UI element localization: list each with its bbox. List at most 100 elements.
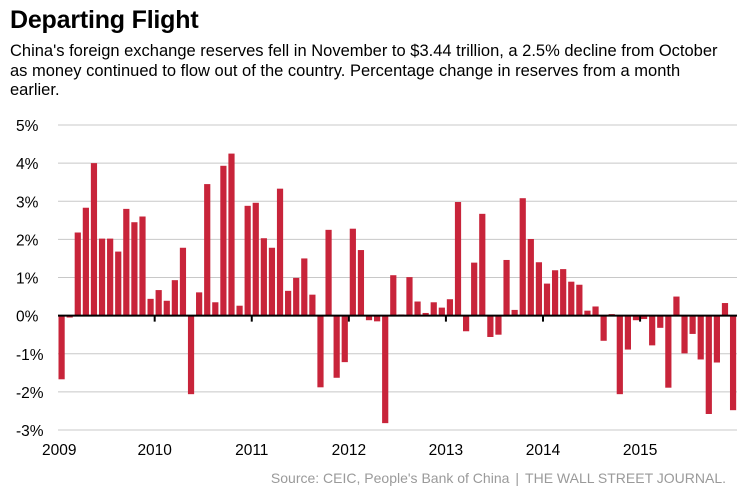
x-tick-label: 2010 (137, 442, 172, 459)
bar (260, 238, 267, 316)
bar (228, 153, 235, 316)
bar (147, 298, 154, 316)
x-tick-label: 2013 (429, 442, 463, 459)
bar (697, 315, 704, 360)
bar (471, 262, 478, 316)
bar (58, 315, 65, 380)
bar (382, 315, 389, 424)
y-tick-label: 1% (16, 271, 39, 288)
bar (82, 207, 89, 316)
bar (325, 229, 332, 316)
zero-axis (58, 314, 737, 322)
x-tick-label: 2012 (332, 442, 366, 459)
bar (236, 305, 243, 316)
bar (293, 277, 300, 316)
chart-subtitle: China's foreign exchange reserves fell i… (10, 42, 718, 99)
bar (285, 290, 292, 316)
source-note: Source: CEIC, People's Bank of China | THE… (271, 470, 726, 486)
y-tick-label: 5% (16, 118, 39, 135)
bar (665, 315, 672, 388)
bar (341, 315, 348, 363)
bar (729, 315, 737, 411)
y-tick-label: 4% (16, 156, 39, 173)
bar (317, 315, 324, 388)
bar (220, 165, 227, 316)
bar (171, 280, 178, 316)
bar (438, 307, 445, 316)
bar (463, 315, 470, 332)
bar (543, 283, 551, 316)
y-tick-label: -1% (16, 347, 44, 364)
bar (349, 228, 356, 316)
y-tick-label: 3% (16, 194, 39, 211)
bar (155, 290, 162, 316)
bar (252, 202, 259, 316)
bar (495, 315, 502, 335)
bar (90, 163, 98, 316)
bar (98, 238, 106, 316)
bar (657, 315, 664, 328)
bar (139, 216, 146, 316)
bar (131, 222, 138, 316)
bar (357, 250, 365, 316)
bar (430, 302, 437, 316)
bar (551, 270, 559, 316)
bar (454, 202, 462, 316)
x-tick-label: 2014 (526, 442, 561, 459)
bar (309, 294, 316, 316)
bar (163, 300, 170, 316)
bar (689, 315, 696, 334)
bar (713, 315, 720, 363)
bar (301, 258, 308, 316)
bar (276, 188, 284, 316)
bar (576, 284, 583, 316)
bar (196, 292, 203, 316)
y-axis-tick-labels: 5% 4% 3% 2% 1% 0% -1% -2% -3% (16, 118, 44, 440)
bar (204, 184, 211, 316)
bar (511, 309, 518, 316)
bar (244, 205, 251, 316)
bar (519, 198, 526, 316)
bar (115, 251, 122, 316)
bar (446, 299, 454, 316)
bar (414, 301, 421, 316)
y-tick-label: 2% (16, 232, 39, 249)
bar (365, 315, 373, 321)
bar (374, 315, 381, 322)
bar (422, 312, 429, 316)
bar (107, 238, 114, 316)
bar (632, 315, 640, 321)
bar (592, 306, 599, 316)
bar (673, 296, 680, 316)
x-tick-label: 2011 (235, 442, 268, 459)
bar (179, 247, 187, 316)
bar (479, 213, 486, 316)
bar (74, 232, 81, 316)
bar (681, 315, 688, 354)
bar (649, 315, 656, 346)
bar (721, 303, 729, 316)
bar (640, 315, 648, 320)
publisher-name: THE WALL STREET JOURNAL. (525, 470, 726, 486)
bar (600, 315, 607, 341)
bar (187, 315, 195, 395)
bar (123, 208, 130, 316)
bar (212, 302, 219, 316)
bar (624, 315, 631, 350)
chart-title: Departing Flight (10, 6, 199, 34)
gridlines (58, 124, 737, 431)
bar (705, 315, 712, 414)
bar (535, 262, 543, 316)
bar (268, 247, 276, 316)
y-tick-label: -2% (16, 385, 44, 402)
bar (527, 238, 534, 316)
bar (503, 259, 510, 316)
x-tick-label: 2015 (623, 442, 657, 459)
bar (406, 277, 413, 316)
source-text: Source: CEIC, People's Bank of China (270, 470, 510, 486)
y-tick-label: -3% (16, 423, 44, 440)
source-separator: | (515, 470, 520, 486)
bar (560, 269, 567, 316)
y-tick-label: 0% (16, 309, 39, 326)
